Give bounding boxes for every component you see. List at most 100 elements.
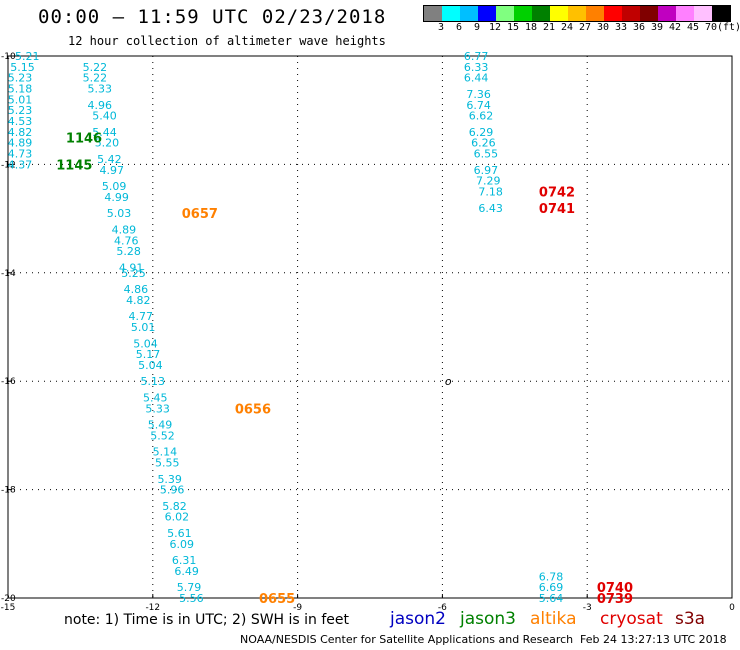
- y-tick-label: -14: [1, 269, 16, 279]
- wave-height-value: 5.01: [8, 93, 33, 106]
- wave-height-value: 5.79: [177, 581, 202, 594]
- x-tick-label: 0: [729, 603, 735, 613]
- map-title: 00:00 – 11:59 UTC 02/23/2018: [38, 6, 387, 28]
- colorbar-label: 21: [542, 22, 556, 33]
- wave-height-value: 4.91: [119, 261, 144, 274]
- wave-height-value: 5.82: [162, 500, 187, 513]
- wave-height-value: 5.15: [10, 61, 35, 74]
- wave-height-value: 4.82: [126, 294, 151, 307]
- wave-height-value: 7.36: [466, 88, 491, 101]
- x-tick-label: -12: [145, 603, 160, 613]
- wave-height-value: 6.55: [474, 148, 499, 161]
- wave-height-value: 5.04: [133, 337, 158, 350]
- wave-height-value: 4.89: [112, 223, 137, 236]
- legend-s3a: s3a: [675, 609, 706, 629]
- wave-height-value: 4.76: [114, 234, 139, 247]
- wave-height-value: 5.01: [131, 321, 156, 334]
- colorbar-label: 15: [506, 22, 520, 33]
- colorbar-label: (ft): [716, 22, 740, 33]
- wave-height-value: 4.37: [8, 158, 33, 171]
- wave-height-value: 6.69: [539, 581, 564, 594]
- colorbar-label: 12: [488, 22, 502, 33]
- colorbar-swatch: [460, 6, 478, 21]
- wave-height-value: 5.49: [148, 419, 173, 432]
- colorbar-swatch: [658, 6, 676, 21]
- wave-height-value: 5.04: [138, 359, 163, 372]
- footer-note: note: 1) Time is in UTC; 2) SWH is in fe…: [64, 612, 350, 628]
- colorbar-swatch: [676, 6, 694, 21]
- wave-height-value: 5.09: [102, 180, 127, 193]
- wave-height-value: 6.49: [174, 565, 199, 578]
- wave-height-value: 5.23: [8, 72, 33, 85]
- wave-height-value: 4.86: [124, 283, 149, 296]
- colorbar-swatch: [640, 6, 658, 21]
- credit-text: NOAA/NESDIS Center for Satellite Applica…: [240, 633, 574, 646]
- map-frame: [7, 55, 733, 599]
- wave-height-value: 6.26: [471, 137, 496, 150]
- x-tick-label: -15: [1, 603, 16, 613]
- wave-height-value: 5.25: [121, 267, 146, 280]
- colorbar-swatch: [424, 6, 442, 21]
- wave-height-value: 5.96: [160, 484, 185, 497]
- colorbar-swatch: [532, 6, 550, 21]
- wave-height-value: 5.52: [150, 429, 175, 442]
- wave-height-value: 5.39: [157, 473, 182, 486]
- wave-height-value: 5.56: [179, 592, 204, 605]
- wave-height-value: 6.44: [464, 72, 489, 85]
- wave-height-value: 5.22: [83, 61, 108, 74]
- generation-timestamp: Feb 24 13:27:13 UTC 2018: [580, 633, 727, 646]
- wave-height-value: 5.64: [539, 592, 564, 605]
- wave-height-value: 6.31: [172, 554, 197, 567]
- pass-time-label: 0657: [182, 207, 218, 222]
- colorbar-label: 6: [455, 22, 463, 33]
- wave-height-value: 5.21: [15, 50, 40, 63]
- colorbar-labels: 3 6 9 12 15 18 21 24 27 30 33 36 39 42 45 70 (ft): [423, 22, 740, 34]
- wave-height-value: 5.55: [155, 457, 180, 470]
- wave-height-value: 6.02: [165, 511, 190, 524]
- wave-height-value: 5.33: [87, 83, 112, 96]
- wave-height-value: 6.09: [170, 538, 195, 551]
- wave-height-value: 4.99: [104, 191, 129, 204]
- wave-height-value: 6.74: [466, 99, 491, 112]
- pass-time-label: 0656: [235, 402, 271, 417]
- wave-height-value: 5.33: [145, 402, 170, 415]
- wave-height-value: 6.97: [474, 164, 499, 177]
- colorbar-swatch: [478, 6, 496, 21]
- x-tick-label: -3: [583, 603, 592, 613]
- location-marker: o: [445, 375, 452, 388]
- wave-height-value: 7.29: [476, 175, 501, 188]
- wave-height-value: 4.53: [8, 115, 33, 128]
- wave-height-value: 5.17: [136, 348, 161, 361]
- y-tick-label: -10: [1, 52, 16, 62]
- colorbar-swatch: [694, 6, 712, 21]
- colorbar-swatch: [622, 6, 640, 21]
- pass-time-label: 1146: [66, 131, 102, 146]
- colorbar-swatch: [586, 6, 604, 21]
- wave-height-value: 4.96: [87, 99, 112, 112]
- colorbar-label: 70: [704, 22, 718, 33]
- pass-time-label: 0742: [539, 186, 575, 201]
- wave-height-value: 4.77: [128, 310, 153, 323]
- legend-cryosat: cryosat: [600, 609, 663, 629]
- wave-height-value: 5.23: [8, 104, 33, 117]
- y-tick-label: -18: [1, 486, 16, 496]
- wave-height-value: 6.77: [464, 50, 489, 63]
- pass-time-label: 0741: [539, 202, 575, 217]
- wave-height-value: 6.29: [469, 126, 494, 139]
- wave-height-value: 5.14: [153, 446, 178, 459]
- wave-height-value: 5.40: [92, 110, 117, 123]
- colorbar-label: 33: [614, 22, 628, 33]
- y-tick-label: -20: [1, 594, 16, 604]
- colorbar-label: 3: [437, 22, 445, 33]
- pass-time-label: 1145: [56, 158, 92, 173]
- wave-height-value: 5.20: [95, 137, 120, 150]
- colorbar-label: 9: [473, 22, 481, 33]
- pass-time-label: 0655: [259, 592, 295, 607]
- colorbar-swatch: [568, 6, 586, 21]
- wave-height-value: 5.61: [167, 527, 192, 540]
- wave-height-colorbar: [423, 5, 731, 22]
- colorbar-label: 24: [560, 22, 574, 33]
- wave-height-value: 7.18: [478, 186, 503, 199]
- wave-height-value: 5.28: [116, 245, 141, 258]
- y-tick-label: -12: [1, 160, 16, 170]
